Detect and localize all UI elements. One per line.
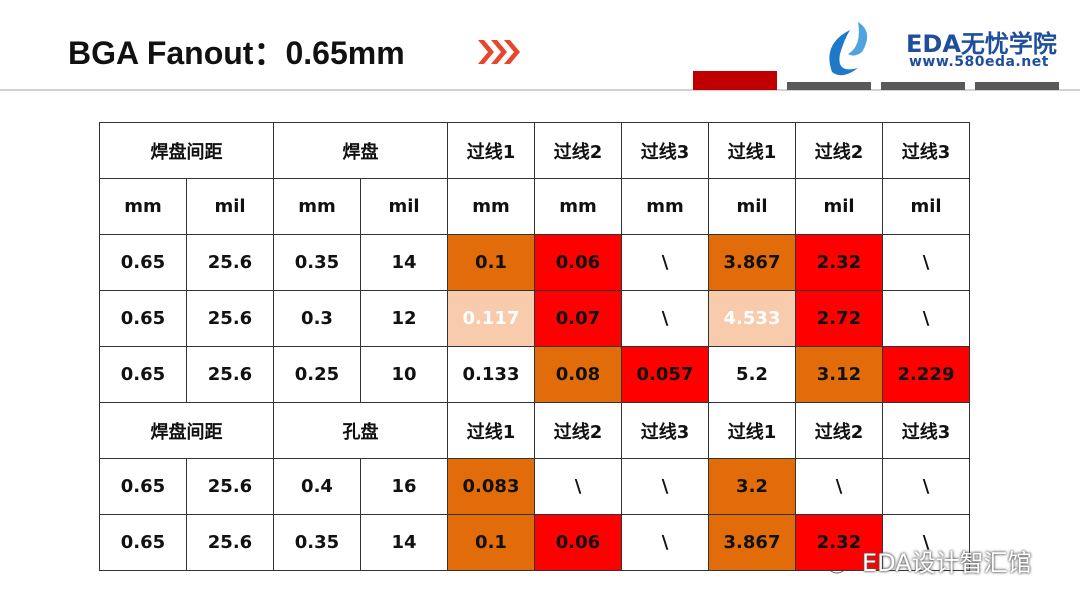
table-cell: 2.32 [795,514,883,571]
table-cell: 3.867 [708,234,796,291]
table-row: mm mil mm mil mm mm mm mil mil mil [99,178,970,235]
table-cell: \ [621,290,709,347]
table-row: 0.65 25.6 0.4 16 0.083 \ \ 3.2 \ \ [99,458,970,515]
table-cell: 0.06 [534,514,622,571]
logo-icon [829,30,858,76]
table-cell: 0.133 [447,346,535,403]
table-cell: 过线2 [795,122,883,179]
table-cell: 过线2 [534,402,622,459]
table-cell: mm [273,178,361,235]
table-cell: 0.1 [447,514,535,571]
table-cell: 0.1 [447,234,535,291]
table-row: 焊盘间距 孔盘 过线1 过线2 过线3 过线1 过线2 过线3 [99,402,970,459]
table-cell: \ [621,234,709,291]
table-cell: 5.2 [708,346,796,403]
table-cell: 过线3 [882,402,970,459]
table-cell: 过线1 [708,402,796,459]
table-cell: 2.72 [795,290,883,347]
table-cell: mm [621,178,709,235]
table-cell: 0.057 [621,346,709,403]
bar [787,82,871,90]
table-cell: 25.6 [186,346,274,403]
table-cell: \ [882,458,970,515]
table-cell: 25.6 [186,514,274,571]
table-cell: 25.6 [186,458,274,515]
table-cell: \ [795,458,883,515]
table-cell: \ [534,458,622,515]
table-cell: 孔盘 [273,402,448,459]
table-cell: \ [621,514,709,571]
logo-name: EDA无忧学院 [906,30,1057,58]
table-cell: 0.083 [447,458,535,515]
arrows [478,40,520,64]
table-cell: 过线3 [882,122,970,179]
table-row: 0.65 25.6 0.35 14 0.1 0.06 \ 3.867 2.32 \ [99,234,970,291]
table-cell: 3.2 [708,458,796,515]
table-cell: 焊盘 [273,122,448,179]
table-row: 0.65 25.6 0.3 12 0.117 0.07 \ 4.533 2.72 \ [99,290,970,347]
table-cell: 14 [360,514,448,571]
table-cell: 25.6 [186,290,274,347]
logo-url: www.580eda.net [909,54,1049,70]
bar [693,71,777,90]
table-cell: 16 [360,458,448,515]
table-cell: 3.867 [708,514,796,571]
table-cell: mil [186,178,274,235]
table-cell: 过线1 [447,122,535,179]
table-cell: 0.65 [99,234,187,291]
table-cell: \ [882,514,970,571]
table-cell: 0.65 [99,514,187,571]
table-cell: 0.65 [99,290,187,347]
table-cell: 焊盘间距 [99,122,274,179]
table-cell: mm [534,178,622,235]
table-cell: 过线1 [708,122,796,179]
table-cell: mil [795,178,883,235]
table-cell: 0.65 [99,458,187,515]
table-cell: 12 [360,290,448,347]
table-cell: \ [621,458,709,515]
table-row: 焊盘间距 焊盘 过线1 过线2 过线3 过线1 过线2 过线3 [99,122,970,179]
table-cell: 过线2 [795,402,883,459]
table-cell: 10 [360,346,448,403]
table: 焊盘间距 焊盘 过线1 过线2 过线3 过线1 过线2 过线3 mm mil mm mil mm mm mm… [99,122,970,571]
table-cell: 0.117 [447,290,535,347]
table-cell: 0.07 [534,290,622,347]
table-cell: 过线1 [447,402,535,459]
table-cell: \ [882,290,970,347]
table-cell: mm [99,178,187,235]
title: BGA Fanout：0.65mm [68,35,405,71]
table-cell: 4.533 [708,290,796,347]
table-row: 0.65 25.6 0.35 14 0.1 0.06 \ 3.867 2.32 \ [99,514,970,571]
table-cell: 14 [360,234,448,291]
bar [881,82,965,90]
logo-icon [848,22,868,56]
table-cell: mil [708,178,796,235]
table-cell: mil [360,178,448,235]
bar [975,82,1059,90]
table-cell: 0.25 [273,346,361,403]
table-cell: mil [882,178,970,235]
table-cell: 3.12 [795,346,883,403]
table-cell: 焊盘间距 [99,402,274,459]
table-cell: 0.4 [273,458,361,515]
table-cell: 过线2 [534,122,622,179]
table-cell: 0.3 [273,290,361,347]
table-row: 0.65 25.6 0.25 10 0.133 0.08 0.057 5.2 3.12 2.229 [99,346,970,403]
table-cell: \ [882,234,970,291]
watermark: EDA设计智汇馆 [862,549,1032,577]
table-cell: 2.229 [882,346,970,403]
table-cell: 0.06 [534,234,622,291]
table-cell: mm [447,178,535,235]
table-cell: 过线3 [621,122,709,179]
table-cell: 25.6 [186,234,274,291]
table-cell: 0.65 [99,346,187,403]
table-cell: 0.08 [534,346,622,403]
table-cell: 0.35 [273,234,361,291]
table-cell: 过线3 [621,402,709,459]
table-cell: 0.35 [273,514,361,571]
table-cell: 2.32 [795,234,883,291]
